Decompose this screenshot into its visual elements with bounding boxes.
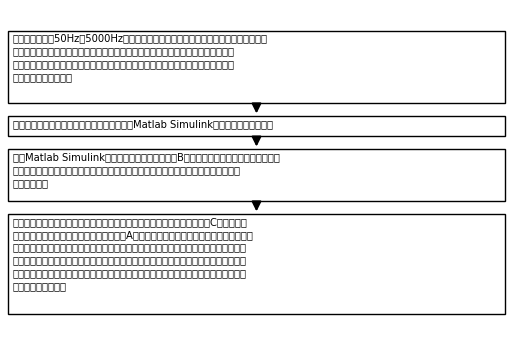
Text: 使用Matlab Simulink的监视器功能模块，在步骤B得到的等效电路中设定监测点，得到
仿真电路，用以观察特定单芯电力电缆位置的过电压和过电流情况，所述监: 使用Matlab Simulink的监视器功能模块，在步骤B得到的等效电路中设定… xyxy=(13,152,280,188)
Bar xyxy=(8,214,505,314)
Text: 根据单芯电力电缆的接地方式和线路长度，在Matlab Simulink软件中做出等效电路；: 根据单芯电力电缆的接地方式和线路长度，在Matlab Simulink软件中做出… xyxy=(13,119,273,129)
Text: 根据实地采集的单芯电力电缆谐波含量数据或自行设定的谐波幅值，在步骤C得到的仿真
电路上施加激励源，在每个频率下，将步骤A中计算得到的对应的分布参数代入仿真电路，: 根据实地采集的单芯电力电缆谐波含量数据或自行设定的谐波幅值，在步骤C得到的仿真 … xyxy=(13,217,254,291)
Bar xyxy=(8,31,505,103)
Text: 在电力系统工频50Hz到5000Hz的谐波频率范围内，由小到大预先设定一组频率的值，
计算单芯电力电缆在各频率下的分布参数，分布参数包括芯线的单位长度电阻、芯线: 在电力系统工频50Hz到5000Hz的谐波频率范围内，由小到大预先设定一组频率的… xyxy=(13,33,268,82)
Bar xyxy=(8,149,505,201)
Bar xyxy=(8,116,505,136)
